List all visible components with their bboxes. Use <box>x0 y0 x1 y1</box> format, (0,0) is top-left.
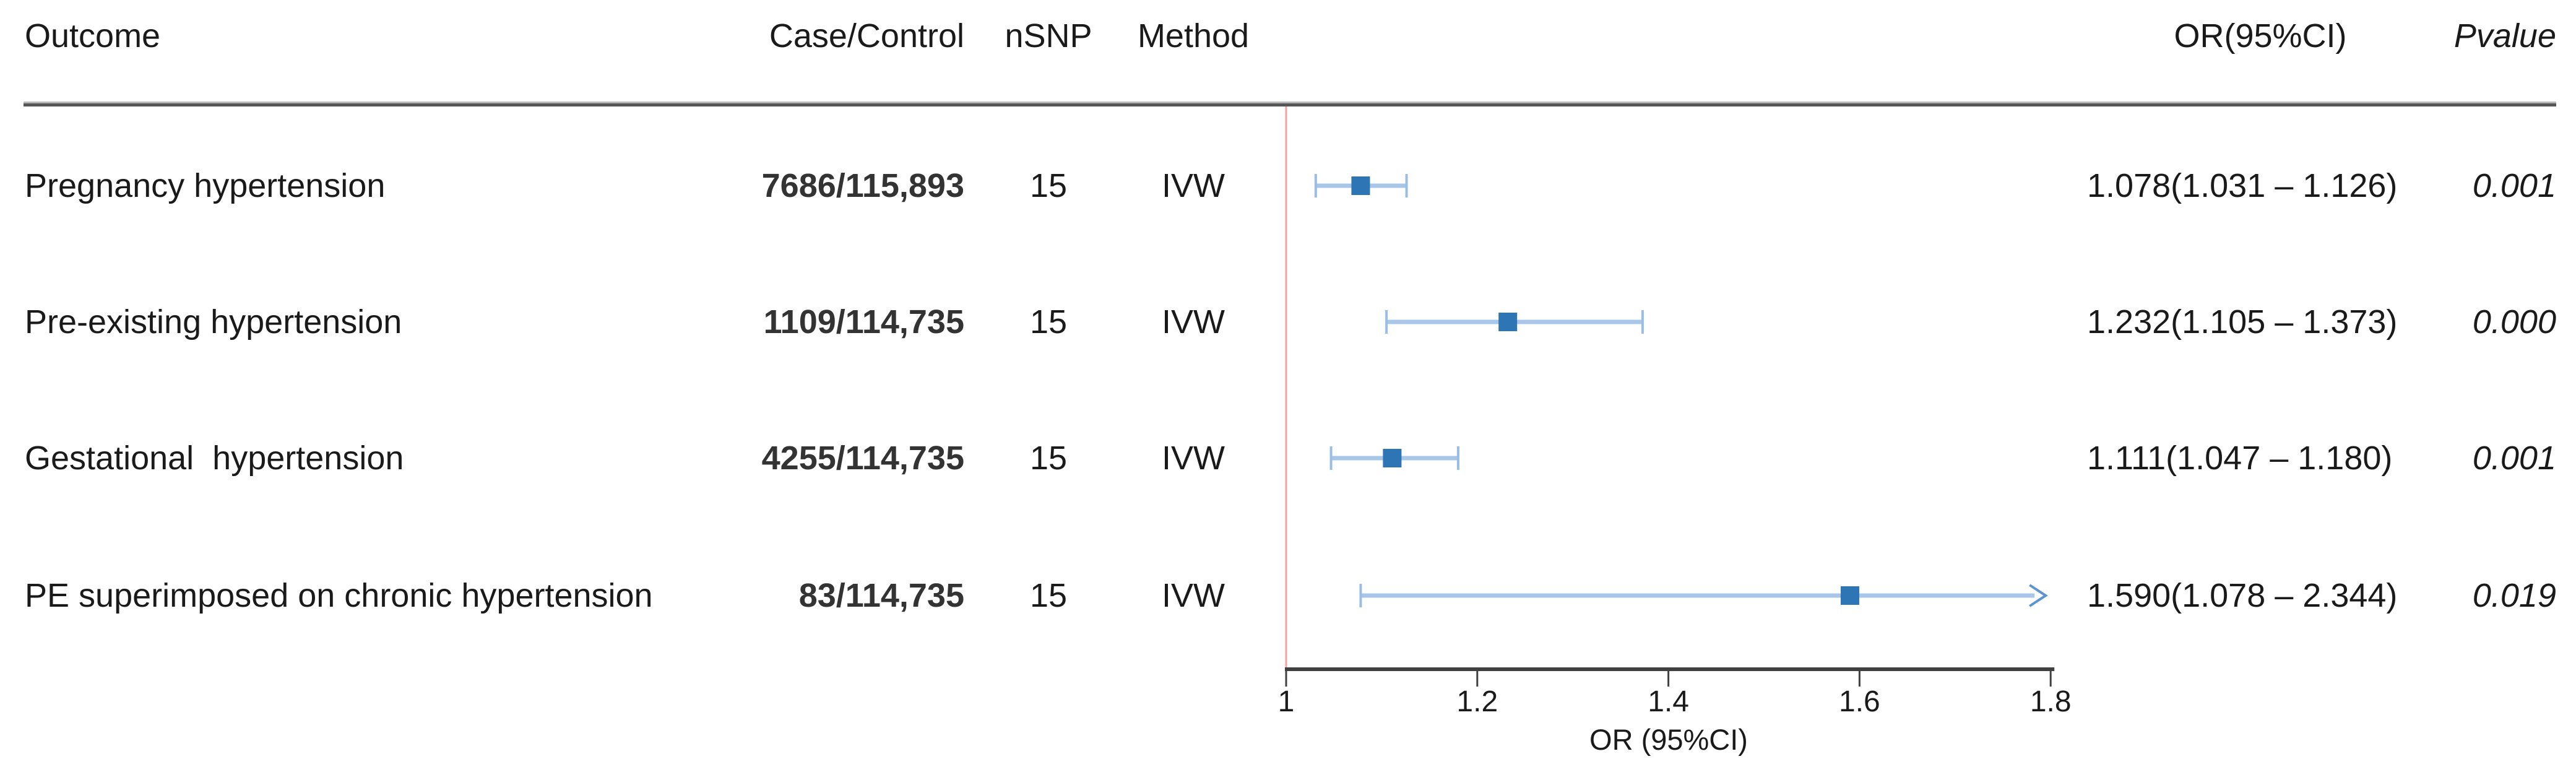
x-axis-title: OR (95%CI) <box>1589 723 1748 756</box>
header-divider-line <box>24 102 2556 106</box>
axis-tick-label: 1.4 <box>1648 685 1689 718</box>
or-ci-value: 1.111(1.047 – 1.180) <box>2087 440 2393 477</box>
pvalue-value: 0.001 <box>2472 167 2556 204</box>
nsnp-value: 15 <box>1029 577 1068 614</box>
column-header-or-ci: OR(95%CI) <box>2174 17 2347 54</box>
or-ci-value: 1.078(1.031 – 1.126) <box>2087 167 2398 204</box>
outcome-label: Pregnancy hypertension <box>25 167 386 204</box>
case-control-value: 83/114,735 <box>798 577 964 614</box>
axis-tick-label: 1.6 <box>1839 685 1880 718</box>
method-value: IVW <box>1162 303 1225 340</box>
column-header-pvalue: Pvalue <box>2453 17 2556 54</box>
outcome-label: Pre-existing hypertension <box>25 303 402 340</box>
point-estimate-marker <box>1840 586 1859 605</box>
method-value: IVW <box>1162 577 1225 614</box>
outcome-label: PE superimposed on chronic hypertension <box>25 577 653 614</box>
point-estimate-marker <box>1383 449 1402 467</box>
method-value: IVW <box>1162 440 1225 477</box>
column-header-case-control: Case/Control <box>769 17 964 54</box>
pvalue-value: 0.000 <box>2472 303 2556 340</box>
axis-tick-label: 1.2 <box>1456 685 1498 718</box>
case-control-value: 1109/114,735 <box>763 303 964 340</box>
or-ci-value: 1.590(1.078 – 2.344) <box>2087 577 2398 614</box>
ci-arrow-right <box>2029 584 2048 607</box>
point-estimate-marker <box>1498 313 1518 331</box>
axis-tick-label: 1.8 <box>2029 685 2072 718</box>
point-estimate-marker <box>1351 176 1370 195</box>
axis-tick-label: 1 <box>1277 685 1295 718</box>
column-header-method: Method <box>1137 17 1250 54</box>
nsnp-value: 15 <box>1029 303 1068 340</box>
column-header-outcome: Outcome <box>25 17 161 54</box>
pvalue-value: 0.001 <box>2472 440 2556 477</box>
nsnp-value: 15 <box>1029 440 1068 477</box>
pvalue-value: 0.019 <box>2472 577 2556 614</box>
method-value: IVW <box>1162 167 1225 204</box>
or-ci-value: 1.232(1.105 – 1.373) <box>2087 303 2398 340</box>
outcome-label: Gestational hypertension <box>25 440 404 477</box>
case-control-value: 7686/115,893 <box>761 167 964 204</box>
case-control-value: 4255/114,735 <box>761 440 964 477</box>
nsnp-value: 15 <box>1029 167 1068 204</box>
column-header-nsnp: nSNP <box>1005 17 1092 54</box>
